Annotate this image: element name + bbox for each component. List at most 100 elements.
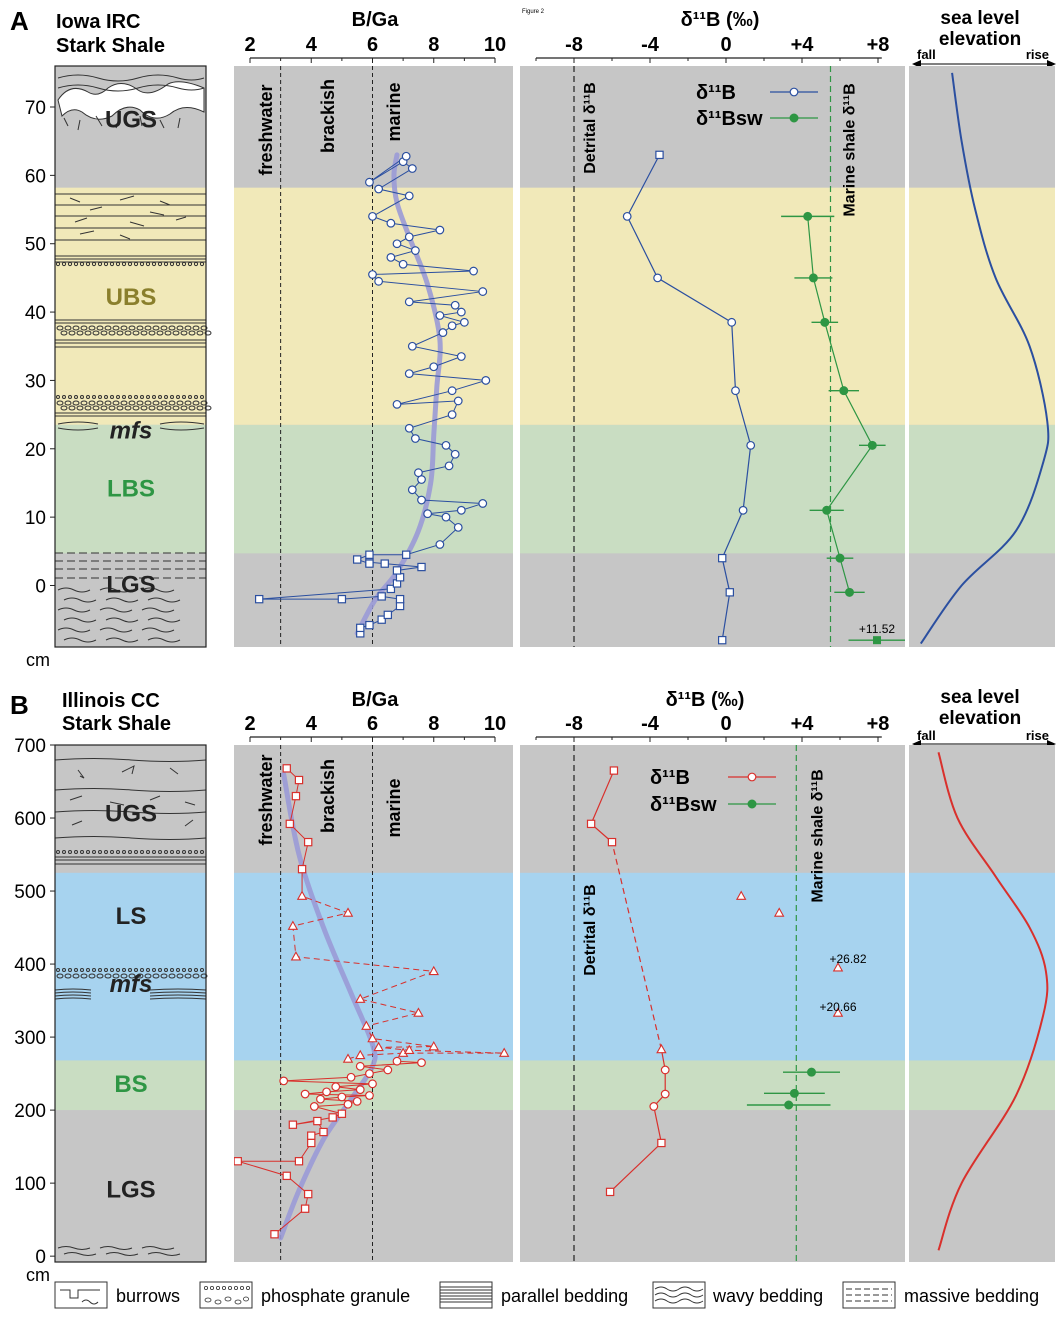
phosphate-granule bbox=[158, 850, 162, 854]
d11bsw-point bbox=[803, 211, 813, 221]
depth-tick-label: 600 bbox=[14, 809, 46, 830]
d11b-point bbox=[738, 505, 748, 515]
bga-point bbox=[307, 1138, 316, 1148]
lithology-column bbox=[54, 744, 208, 1263]
panel-b-bga-title: B/Ga bbox=[352, 689, 400, 711]
phosphate-granule bbox=[181, 261, 187, 267]
wavy-line bbox=[57, 421, 205, 431]
phosphate-granule bbox=[68, 968, 72, 972]
wavy-line bbox=[57, 607, 175, 613]
phosphate-granule bbox=[122, 395, 126, 399]
bga-point bbox=[407, 164, 417, 173]
bga-tick-label: 6 bbox=[367, 34, 378, 56]
phosphate-granule bbox=[62, 968, 66, 972]
phosphate-granule bbox=[60, 330, 68, 336]
phosphate-granule bbox=[176, 400, 184, 406]
phosphate-granule bbox=[176, 395, 180, 399]
lith-frame bbox=[54, 744, 207, 1263]
band-lbs bbox=[909, 424, 1055, 554]
phosphate-granule bbox=[92, 968, 96, 972]
legend-parallel-label: parallel bedding bbox=[501, 1286, 628, 1306]
depth-tick-label: 30 bbox=[25, 371, 46, 392]
phosphate-granule bbox=[112, 400, 120, 406]
phosphate-granule bbox=[116, 405, 124, 411]
phosphate-granule bbox=[124, 405, 132, 411]
phosphate-granule bbox=[151, 261, 157, 267]
phosphate-granule bbox=[152, 395, 156, 399]
bga-point bbox=[423, 509, 433, 519]
phosphate-granule bbox=[104, 968, 108, 972]
phosphate-granule bbox=[98, 850, 102, 854]
d11b-point bbox=[656, 1043, 667, 1054]
phosphate-granule bbox=[140, 850, 144, 854]
bga-point bbox=[368, 270, 377, 279]
legend-d11b-label: δ¹¹B bbox=[650, 767, 690, 789]
unit-label-lgs: LGS bbox=[106, 1177, 155, 1204]
bga-point bbox=[417, 1058, 426, 1068]
phosphate-granule bbox=[128, 973, 136, 979]
sea-level-curve bbox=[919, 72, 1050, 645]
bga-point bbox=[435, 311, 445, 320]
d11b-legend: δ¹¹B δ¹¹Bsw bbox=[696, 82, 818, 130]
depth-tick-label: 300 bbox=[14, 1028, 46, 1049]
phosphate-granule bbox=[97, 261, 103, 267]
panel-b-formation: Stark Shale bbox=[62, 713, 171, 735]
phosphate-granule bbox=[187, 261, 193, 267]
bga-point bbox=[346, 1072, 356, 1082]
phosphate-granule bbox=[104, 395, 108, 399]
panel-b-sea-title-2: elevation bbox=[939, 708, 1021, 729]
bga-point bbox=[401, 550, 411, 559]
bedding-line bbox=[54, 788, 207, 792]
phosphate-granule bbox=[145, 261, 151, 267]
legend-d11b-label: δ¹¹B bbox=[696, 82, 736, 104]
d11b-panel-background bbox=[520, 66, 905, 647]
sea-level-curve bbox=[937, 752, 1049, 1251]
phosphate-granule bbox=[67, 261, 73, 267]
phosphate-granule bbox=[62, 395, 66, 399]
bga-point bbox=[441, 440, 451, 450]
bga-point bbox=[404, 297, 414, 307]
bga-point bbox=[383, 1065, 393, 1075]
d11bsw-point bbox=[867, 440, 877, 450]
marine-shale-label: Marine shale δ¹¹B bbox=[809, 769, 826, 902]
bga-trend-line bbox=[278, 771, 378, 1241]
bga-point bbox=[287, 920, 299, 930]
lith-pattern bbox=[55, 74, 212, 431]
phosphate-granule bbox=[64, 400, 72, 406]
bga-point bbox=[234, 1157, 242, 1166]
bga-point bbox=[343, 1099, 353, 1109]
phosphate-granule bbox=[196, 330, 204, 336]
phosphate-granule bbox=[72, 973, 80, 979]
d11bsw-point bbox=[845, 587, 854, 597]
bga-point bbox=[386, 252, 396, 262]
bga-point bbox=[322, 1087, 331, 1097]
phosphate-granule bbox=[68, 405, 76, 411]
panel-a-letter: A bbox=[10, 6, 29, 36]
panel-b-fall-label: fall bbox=[917, 728, 936, 743]
phosphate-granule bbox=[88, 325, 96, 331]
bga-point bbox=[282, 764, 291, 773]
wavy-line bbox=[63, 1252, 181, 1256]
phosphate-granule bbox=[132, 330, 140, 336]
bga-point bbox=[481, 376, 491, 385]
depth-tick-label: 500 bbox=[14, 882, 46, 903]
d11bsw-point bbox=[808, 273, 818, 283]
bedding-line bbox=[54, 994, 207, 997]
bga-point bbox=[365, 620, 374, 630]
phosphate-granule bbox=[163, 261, 169, 267]
d11b-series-line-dashed bbox=[611, 841, 662, 1050]
bga-point bbox=[374, 276, 384, 286]
phosphate-granule bbox=[140, 405, 148, 411]
bga-point bbox=[392, 1056, 402, 1066]
phosphate-granule bbox=[192, 973, 200, 979]
bga-tick-label: 4 bbox=[306, 34, 318, 56]
d11b-tick-label: -4 bbox=[641, 713, 660, 735]
bga-point bbox=[300, 1204, 310, 1213]
phosphate-granule bbox=[74, 968, 78, 972]
bga-point bbox=[352, 555, 362, 564]
phosphate-granule bbox=[80, 968, 84, 972]
phosphate-granule bbox=[128, 968, 132, 972]
phosphate-granule bbox=[103, 261, 109, 267]
unit-label-ubs: UBS bbox=[106, 284, 157, 311]
